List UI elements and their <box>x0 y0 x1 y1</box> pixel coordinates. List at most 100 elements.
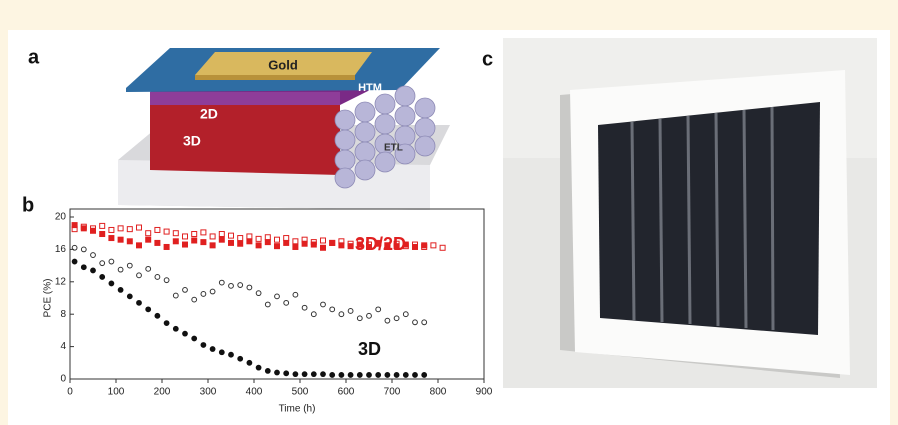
photo <box>503 38 877 388</box>
x-tick-label: 800 <box>430 387 447 398</box>
diagram-label: Gold <box>268 57 298 72</box>
data-point <box>330 373 335 378</box>
y-tick-label: 4 <box>60 341 66 352</box>
x-tick-label: 600 <box>338 387 355 398</box>
diagram-label: 2D <box>200 106 218 122</box>
figure-canvas: Gold HTM 2D 3D ETL 048121620010020030040… <box>0 0 898 425</box>
data-point <box>81 265 86 270</box>
y-tick-label: 0 <box>60 374 66 385</box>
data-point <box>201 240 206 245</box>
data-point <box>164 321 169 326</box>
data-point <box>403 373 408 378</box>
panel-label: b <box>22 194 34 216</box>
data-point <box>275 244 280 249</box>
data-point <box>422 243 427 248</box>
data-point <box>100 232 105 237</box>
data-point <box>357 242 362 247</box>
data-point <box>357 373 362 378</box>
data-point <box>229 352 234 357</box>
data-point <box>367 373 372 378</box>
data-point <box>330 240 335 245</box>
data-point <box>146 307 151 312</box>
data-point <box>210 243 215 248</box>
x-tick-label: 500 <box>292 387 309 398</box>
data-point <box>247 360 252 365</box>
data-point <box>173 326 178 331</box>
data-point <box>201 343 206 348</box>
data-point <box>247 239 252 244</box>
data-point <box>348 373 353 378</box>
data-point <box>118 288 123 293</box>
data-point <box>275 370 280 375</box>
data-point <box>256 243 261 248</box>
data-point <box>339 243 344 248</box>
data-point <box>109 236 114 241</box>
data-point <box>155 240 160 245</box>
data-point <box>109 281 114 286</box>
data-point <box>413 373 418 378</box>
data-point <box>137 300 142 305</box>
data-point <box>403 242 408 247</box>
data-point <box>238 241 243 246</box>
data-point <box>394 244 399 249</box>
panel-label: a <box>28 46 40 68</box>
series-annotation: 3D <box>358 339 381 359</box>
data-point <box>146 237 151 242</box>
data-point <box>72 259 77 264</box>
data-point <box>284 371 289 376</box>
data-point <box>293 244 298 249</box>
data-point <box>348 244 353 249</box>
data-point <box>91 228 96 233</box>
data-point <box>192 238 197 243</box>
data-point <box>155 313 160 318</box>
y-tick-label: 20 <box>55 212 67 223</box>
y-tick-label: 12 <box>55 276 67 287</box>
data-point <box>413 244 418 249</box>
data-point <box>137 243 142 248</box>
data-point <box>192 336 197 341</box>
data-point <box>284 240 289 245</box>
data-point <box>164 244 169 249</box>
data-point <box>127 294 132 299</box>
y-axis-label: PCE (%) <box>43 279 54 318</box>
data-point <box>72 223 77 228</box>
figure: Gold HTM 2D 3D ETL 048121620010020030040… <box>0 0 898 425</box>
data-point <box>91 268 96 273</box>
data-point <box>311 242 316 247</box>
data-point <box>394 373 399 378</box>
data-point <box>173 239 178 244</box>
y-tick-label: 16 <box>55 244 67 255</box>
data-point <box>219 350 224 355</box>
data-point <box>183 242 188 247</box>
data-point <box>127 239 132 244</box>
x-tick-label: 200 <box>154 387 171 398</box>
data-point <box>100 275 105 280</box>
data-point <box>385 243 390 248</box>
data-point <box>321 372 326 377</box>
data-point <box>238 356 243 361</box>
data-point <box>311 372 316 377</box>
data-point <box>302 372 307 377</box>
data-point <box>302 241 307 246</box>
data-point <box>422 373 427 378</box>
data-point <box>265 369 270 374</box>
x-tick-label: 300 <box>200 387 217 398</box>
data-point <box>256 365 261 370</box>
x-tick-label: 100 <box>108 387 125 398</box>
data-point <box>376 373 381 378</box>
data-point <box>219 237 224 242</box>
data-point <box>293 372 298 377</box>
data-point <box>210 347 215 352</box>
data-point <box>385 373 390 378</box>
diagram-label: 3D <box>183 133 201 149</box>
x-tick-label: 400 <box>246 387 263 398</box>
data-point <box>339 373 344 378</box>
x-axis-label: Time (h) <box>279 404 316 415</box>
data-point <box>118 237 123 242</box>
diagram-label: HTM <box>358 82 382 94</box>
data-point <box>376 241 381 246</box>
y-tick-label: 8 <box>60 309 66 320</box>
diagram-label: ETL <box>384 143 403 154</box>
x-tick-label: 0 <box>67 387 73 398</box>
panel-label: c <box>482 48 493 70</box>
